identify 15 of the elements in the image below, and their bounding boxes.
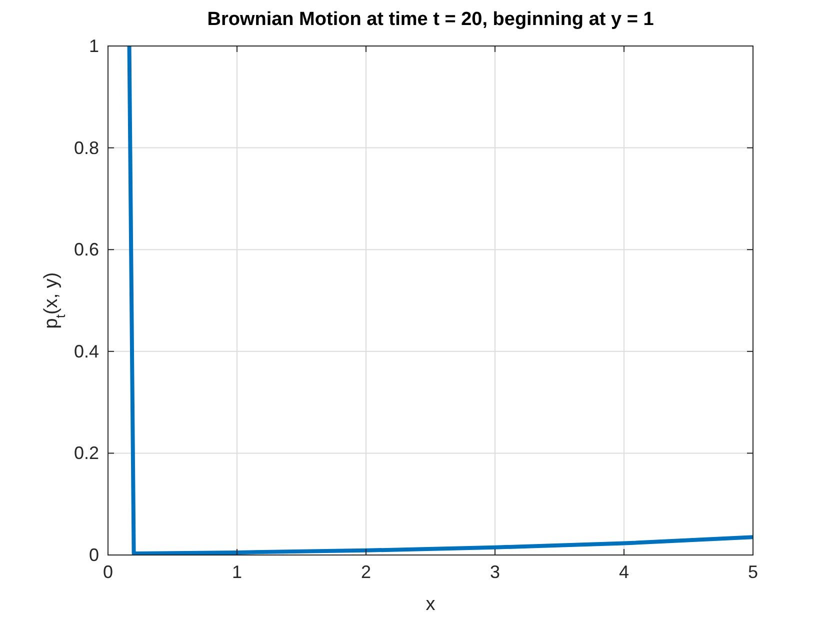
x-tick-label: 4 <box>618 562 630 582</box>
y-tick-label: 0.2 <box>74 443 99 464</box>
y-tick-label: 0.6 <box>74 240 99 260</box>
line-series <box>127 46 753 555</box>
y-tick-label: 1 <box>88 36 99 56</box>
chart-title: Brownian Motion at time t = 20, beginning at y = 1 <box>207 9 654 30</box>
x-tick-label: 2 <box>360 562 372 582</box>
x-tick-label: 5 <box>748 562 758 582</box>
y-tick-label: 0.4 <box>74 341 99 362</box>
y-tick-label: 0 <box>88 545 99 565</box>
y-tick-label: 0.8 <box>74 138 99 158</box>
x-tick-label: 1 <box>232 562 242 582</box>
x-tick-label: 0 <box>102 562 114 582</box>
x-tick-label: 3 <box>490 562 500 582</box>
x-axis-title: x <box>426 594 436 615</box>
